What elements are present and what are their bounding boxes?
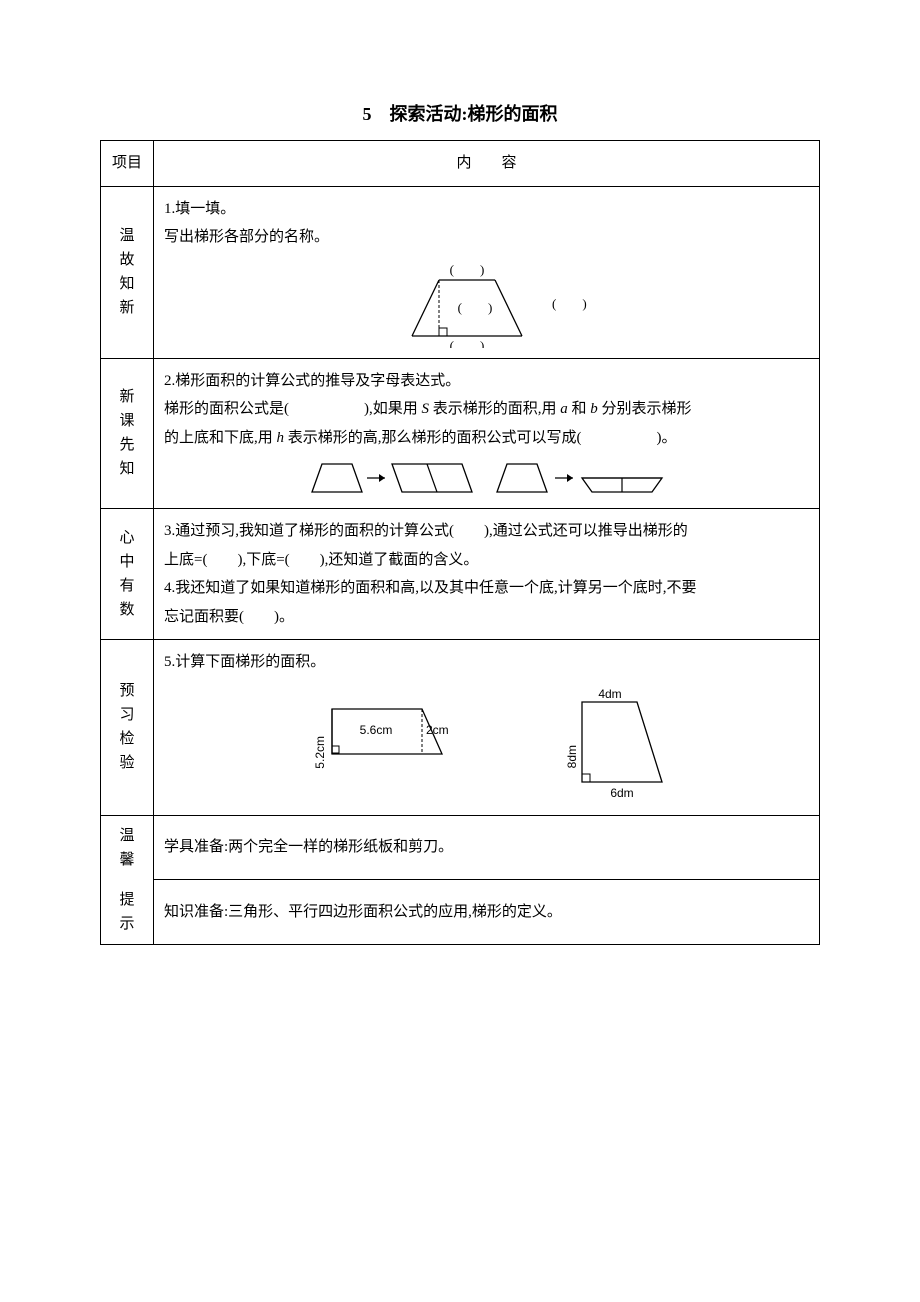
trapezoid-label-diagram: ( ) ( ) ( ) ( ): [377, 258, 597, 348]
row-wenxin-1: 温 馨 学具准备:两个完全一样的梯形纸板和剪刀。: [101, 815, 820, 880]
vchar: 知: [111, 272, 143, 296]
s1-diagram: ( ) ( ) ( ) ( ): [164, 258, 809, 348]
label-xinzhongyoushu: 心 中 有 数: [101, 509, 154, 640]
row-wenguzhixin: 温 故 知 新 1.填一填。 写出梯形各部分的名称。 ( ): [101, 186, 820, 358]
italic-a: a: [560, 401, 568, 417]
row-yuxijianyan: 预 习 检 验 5.计算下面梯形的面积。 5.2cm 5.6cm 2c: [101, 640, 820, 816]
trap-top-label: ( ): [449, 262, 484, 277]
row-xinkexianzhi: 新 课 先 知 2.梯形面积的计算公式的推导及字母表达式。 梯形的面积公式是( …: [101, 358, 820, 509]
vchar: 新: [111, 296, 143, 320]
trap2-top: 4dm: [598, 687, 621, 701]
vchar: 检: [111, 727, 143, 751]
vchar: 温: [111, 224, 143, 248]
s2-diagram: [164, 458, 809, 498]
label-wenguzhixin: 温 故 知 新: [101, 186, 154, 358]
page-title: 5 探索活动:梯形的面积: [100, 100, 820, 126]
trap-bottom-label: ( ): [449, 338, 484, 348]
vchar: 预: [111, 679, 143, 703]
italic-S: S: [422, 401, 430, 417]
vchar: 故: [111, 248, 143, 272]
vchar: 知: [111, 457, 143, 481]
vchar: 有: [111, 574, 143, 598]
s3-line4: 忘记面积要( )。: [164, 603, 809, 632]
vchar: 温: [111, 824, 143, 848]
vchar: 心: [111, 526, 143, 550]
row-wenxin-2: 提 示 知识准备:三角形、平行四边形面积公式的应用,梯形的定义。: [101, 880, 820, 945]
content-wenguzhixin: 1.填一填。 写出梯形各部分的名称。 ( ) ( ) ( ) ( ): [154, 186, 820, 358]
s3-line2: 上底=( ),下底=( ),还知道了截面的含义。: [164, 546, 809, 575]
row-xinzhongyoushu: 心 中 有 数 3.通过预习,我知道了梯形的面积的计算公式( ),通过公式还可以…: [101, 509, 820, 640]
vchar: 习: [111, 703, 143, 727]
s2-l2c: 和: [568, 401, 591, 417]
s2-line2: 梯形的面积公式是( ),如果用 S 表示梯形的面积,用 a 和 b 分别表示梯形: [164, 395, 809, 424]
trap2-left: 8dm: [565, 744, 579, 767]
page: 5 探索活动:梯形的面积 项目 内 容 温 故 知 新 1.填一填。 写出梯形各…: [0, 0, 920, 985]
trap2-diagram: 4dm 8dm 6dm: [532, 687, 682, 807]
vchar: 新: [111, 385, 143, 409]
s2-l2a: 梯形的面积公式是( ),如果用: [164, 401, 422, 417]
vchar: 提: [111, 888, 143, 912]
vchar: 中: [111, 550, 143, 574]
s1-line1: 1.填一填。: [164, 195, 809, 224]
label-xinkexianzhi: 新 课 先 知: [101, 358, 154, 509]
s2-line1: 2.梯形面积的计算公式的推导及字母表达式。: [164, 367, 809, 396]
trap1-diagram: 5.2cm 5.6cm 2cm: [292, 704, 452, 789]
content-wenxin-2: 知识准备:三角形、平行四边形面积公式的应用,梯形的定义。: [154, 880, 820, 945]
s3-line1: 3.通过预习,我知道了梯形的面积的计算公式( ),通过公式还可以推导出梯形的: [164, 517, 809, 546]
main-table: 项目 内 容 温 故 知 新 1.填一填。 写出梯形各部分的名称。: [100, 140, 820, 945]
label-wenxin-1: 温 馨: [101, 815, 154, 880]
vchar: 数: [111, 598, 143, 622]
header-col1: 项目: [101, 141, 154, 187]
content-yuxijianyan: 5.计算下面梯形的面积。 5.2cm 5.6cm 2cm: [154, 640, 820, 816]
label-yuxijianyan: 预 习 检 验: [101, 640, 154, 816]
trap1-right: 2cm: [426, 723, 449, 737]
s2-l2b: 表示梯形的面积,用: [429, 401, 560, 417]
vchar: 馨: [111, 848, 143, 872]
trap1-left: 5.2cm: [313, 736, 327, 769]
trap1-slant: 5.6cm: [359, 723, 392, 737]
s2-line3: 的上底和下底,用 h 表示梯形的高,那么梯形的面积公式可以写成( )。: [164, 424, 809, 453]
table-header-row: 项目 内 容: [101, 141, 820, 187]
s3-line3: 4.我还知道了如果知道梯形的面积和高,以及其中任意一个底,计算另一个底时,不要: [164, 574, 809, 603]
trap2-bottom: 6dm: [610, 786, 633, 800]
s2-l2d: 分别表示梯形: [598, 401, 692, 417]
italic-b: b: [590, 401, 598, 417]
vchar: 示: [111, 912, 143, 936]
vchar: 先: [111, 433, 143, 457]
s2-l3a: 的上底和下底,用: [164, 430, 277, 446]
content-wenxin-1: 学具准备:两个完全一样的梯形纸板和剪刀。: [154, 815, 820, 880]
s2-l3b: 表示梯形的高,那么梯形的面积公式可以写成( )。: [284, 430, 677, 446]
trap-right-label: ( ): [552, 296, 587, 311]
italic-h: h: [277, 430, 285, 446]
label-wenxin-2: 提 示: [101, 880, 154, 945]
s4-diagrams: 5.2cm 5.6cm 2cm 4dm 8dm 6dm: [164, 687, 809, 807]
header-col2: 内 容: [154, 141, 820, 187]
s1-line2: 写出梯形各部分的名称。: [164, 223, 809, 252]
trapezoid-transform-diagram: [307, 458, 667, 498]
s4-line1: 5.计算下面梯形的面积。: [164, 648, 809, 677]
vchar: 课: [111, 409, 143, 433]
vchar: 验: [111, 751, 143, 775]
trap-mid-label: ( ): [457, 300, 492, 315]
content-xinzhongyoushu: 3.通过预习,我知道了梯形的面积的计算公式( ),通过公式还可以推导出梯形的 上…: [154, 509, 820, 640]
content-xinkexianzhi: 2.梯形面积的计算公式的推导及字母表达式。 梯形的面积公式是( ),如果用 S …: [154, 358, 820, 509]
